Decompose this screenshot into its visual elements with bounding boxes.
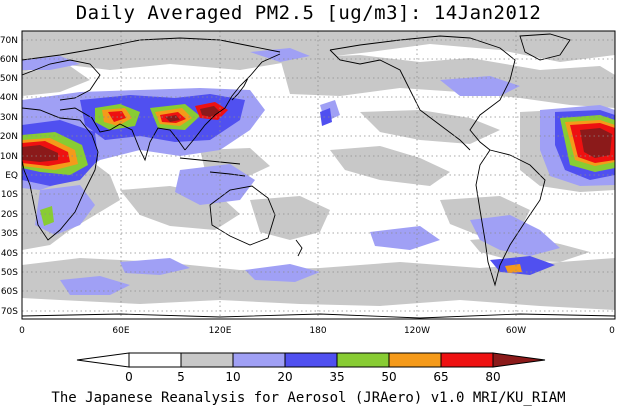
- colorbar-label: 10: [225, 370, 240, 384]
- colorbar-label: 50: [381, 370, 396, 384]
- map-frame: [21, 30, 616, 320]
- map-title: Daily Averaged PM2.5 [ug/m3]: 14Jan2012: [75, 2, 542, 24]
- lat-label: 10S: [1, 190, 18, 200]
- colorbar-segment: [388, 352, 442, 368]
- colorbar-arrow-low: [76, 352, 130, 368]
- lat-label: 40S: [1, 249, 18, 259]
- lat-label: 70S: [1, 307, 18, 317]
- lat-label: 30N: [0, 113, 18, 123]
- colorbar-segment: [336, 352, 390, 368]
- longitude-labels: 0 60E 120E 180 120W 60W 0: [19, 326, 615, 336]
- colorbar-label: 0: [125, 370, 133, 384]
- colorbar-segment: [232, 352, 286, 368]
- lon-label: 60E: [112, 326, 129, 336]
- latitude-labels: 70N 60N 50N 40N 30N 20N 10N EQ 10S 20S 3…: [0, 36, 18, 317]
- lon-label: 0: [609, 326, 615, 336]
- lon-label: 180: [309, 326, 326, 336]
- pm25-field: [22, 31, 615, 319]
- colorbar: 0 5 10 20 35 50 65 80: [76, 352, 546, 384]
- map-gridlines: [22, 31, 615, 319]
- lat-label: 40N: [0, 93, 18, 103]
- lat-label: 60S: [1, 287, 18, 297]
- coastlines: [22, 33, 615, 319]
- credit-line: The Japanese Reanalysis for Aerosol (JRA…: [51, 390, 566, 406]
- lat-label: 10N: [0, 152, 18, 162]
- lat-label: 70N: [0, 36, 18, 46]
- lon-label: 120E: [209, 326, 232, 336]
- lat-label: 30S: [1, 229, 18, 239]
- colorbar-segment: [284, 352, 338, 368]
- lat-label: EQ: [5, 171, 18, 181]
- colorbar-arrow-high: [492, 352, 546, 368]
- lon-label: 120W: [404, 326, 430, 336]
- colorbar-label: 5: [177, 370, 185, 384]
- colorbar-segment: [180, 352, 234, 368]
- lon-label: 0: [19, 326, 25, 336]
- lat-label: 50N: [0, 74, 18, 84]
- pm25-level-80-plus: [22, 106, 612, 162]
- colorbar-label: 35: [329, 370, 344, 384]
- colorbar-segment: [440, 352, 494, 368]
- lon-label: 60W: [506, 326, 526, 336]
- colorbar-label: 20: [277, 370, 292, 384]
- colorbar-label: 65: [433, 370, 448, 384]
- lat-label: 50S: [1, 268, 18, 278]
- lat-label: 20S: [1, 210, 18, 220]
- lat-label: 20N: [0, 132, 18, 142]
- colorbar-segment: [128, 352, 182, 368]
- lat-label: 60N: [0, 55, 18, 65]
- colorbar-label: 80: [485, 370, 500, 384]
